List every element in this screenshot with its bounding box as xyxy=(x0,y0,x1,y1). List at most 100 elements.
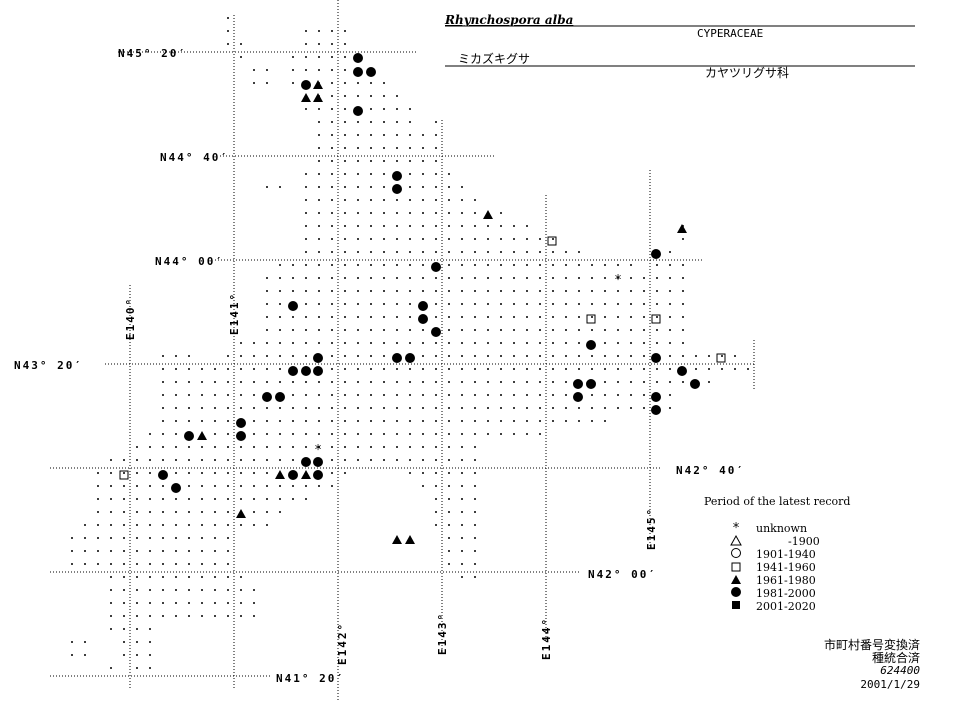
dot xyxy=(266,303,268,305)
dot xyxy=(500,355,502,357)
dot xyxy=(591,407,593,409)
dot xyxy=(383,82,385,84)
dot xyxy=(331,69,333,71)
dot xyxy=(409,316,411,318)
dot xyxy=(175,589,177,591)
dot xyxy=(344,160,346,162)
dot xyxy=(188,446,190,448)
dot xyxy=(331,30,333,32)
legend-label: 1941-1960 xyxy=(756,561,816,574)
dot xyxy=(474,277,476,279)
dot xyxy=(188,602,190,604)
dot xyxy=(396,342,398,344)
dot xyxy=(643,290,645,292)
dot xyxy=(292,485,294,487)
dot xyxy=(110,459,112,461)
dot xyxy=(136,589,138,591)
dot xyxy=(643,407,645,409)
dot xyxy=(123,576,125,578)
dot xyxy=(318,394,320,396)
dot xyxy=(344,342,346,344)
dot xyxy=(435,394,437,396)
dot xyxy=(266,524,268,526)
dot xyxy=(266,407,268,409)
dot xyxy=(318,212,320,214)
dot xyxy=(591,355,593,357)
dot xyxy=(461,381,463,383)
dot xyxy=(71,563,73,565)
dot xyxy=(383,459,385,461)
dot xyxy=(422,277,424,279)
dot xyxy=(396,290,398,292)
dot xyxy=(292,290,294,292)
dot xyxy=(344,56,346,58)
dot xyxy=(253,472,255,474)
dot xyxy=(578,368,580,370)
dot xyxy=(656,277,658,279)
dot xyxy=(474,446,476,448)
dot xyxy=(175,446,177,448)
dot xyxy=(487,277,489,279)
dot xyxy=(331,472,333,474)
dot xyxy=(240,459,242,461)
dot xyxy=(201,602,203,604)
dot xyxy=(578,277,580,279)
dot xyxy=(461,199,463,201)
dot xyxy=(500,251,502,253)
dot xyxy=(279,433,281,435)
dot xyxy=(71,537,73,539)
dot xyxy=(175,524,177,526)
dot xyxy=(370,108,372,110)
dot xyxy=(188,498,190,500)
longitude-label: E145° xyxy=(645,507,658,550)
dot xyxy=(565,420,567,422)
dot xyxy=(162,576,164,578)
dot xyxy=(149,472,151,474)
dot xyxy=(331,485,333,487)
dot xyxy=(435,511,437,513)
dot xyxy=(253,511,255,513)
dot xyxy=(630,264,632,266)
dot xyxy=(578,329,580,331)
dot xyxy=(305,290,307,292)
dot xyxy=(370,303,372,305)
dot xyxy=(448,446,450,448)
dot xyxy=(357,420,359,422)
dot xyxy=(604,329,606,331)
dot xyxy=(630,329,632,331)
dot xyxy=(357,199,359,201)
dot xyxy=(682,277,684,279)
dot xyxy=(552,277,554,279)
dot xyxy=(487,407,489,409)
dot xyxy=(526,342,528,344)
dot xyxy=(227,550,229,552)
dot xyxy=(84,641,86,643)
dot xyxy=(240,43,242,45)
dot xyxy=(162,394,164,396)
dot xyxy=(448,199,450,201)
dot xyxy=(331,433,333,435)
family: CYPERACEAE xyxy=(697,27,763,40)
dot xyxy=(552,264,554,266)
dot xyxy=(331,459,333,461)
record-1961-1980 xyxy=(301,93,311,102)
dot xyxy=(513,303,515,305)
dot xyxy=(565,316,567,318)
dot xyxy=(422,147,424,149)
dot xyxy=(461,251,463,253)
dot xyxy=(422,264,424,266)
dot xyxy=(318,56,320,58)
dot xyxy=(292,82,294,84)
dot xyxy=(279,329,281,331)
dot xyxy=(136,446,138,448)
dot xyxy=(266,381,268,383)
dot xyxy=(422,472,424,474)
dot xyxy=(461,212,463,214)
dot xyxy=(682,355,684,357)
dot xyxy=(292,316,294,318)
dot xyxy=(513,290,515,292)
dot xyxy=(448,316,450,318)
dot xyxy=(409,147,411,149)
dot xyxy=(214,576,216,578)
footer-text: 市町村番号変換済 xyxy=(824,637,920,652)
